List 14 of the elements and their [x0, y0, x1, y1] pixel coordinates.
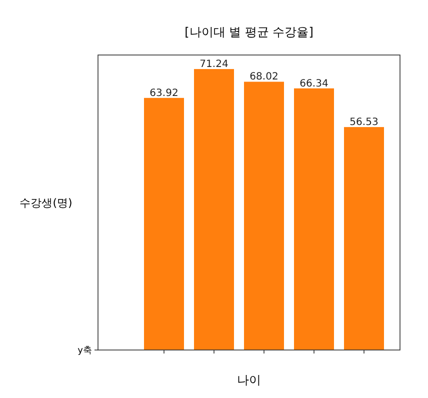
- bar: [294, 88, 334, 350]
- chart-title: [나이대 별 평균 수강율]: [184, 25, 314, 39]
- data-label: 63.92: [150, 88, 178, 99]
- data-label: 66.34: [300, 78, 328, 90]
- data-label: 56.53: [350, 117, 378, 128]
- data-label: 68.02: [250, 72, 278, 83]
- x-axis-title: 나이: [237, 373, 261, 387]
- bar: [194, 69, 234, 350]
- bar: [344, 127, 384, 350]
- text: y축: [78, 346, 92, 356]
- bar: [144, 98, 184, 350]
- y-axis-title: 수강생(명): [20, 196, 72, 210]
- data-label: 71.24: [200, 59, 228, 70]
- bar: [244, 82, 284, 350]
